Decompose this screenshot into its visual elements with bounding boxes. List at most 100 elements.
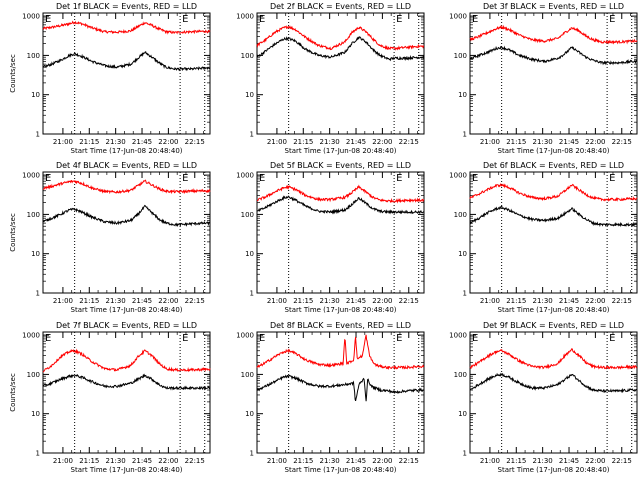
y-tick-label: 10 bbox=[245, 250, 254, 258]
chart-panel: Det 6f BLACK = Events, RED = LLD 1 10 100 10… bbox=[449, 161, 638, 314]
event-marker-label: E bbox=[259, 333, 265, 344]
x-tick-label: 22:00 bbox=[372, 138, 392, 146]
lld-rate-line bbox=[469, 24, 638, 45]
y-tick-label: 10 bbox=[31, 91, 40, 99]
x-tick-label: 22:00 bbox=[585, 457, 605, 465]
lld-rate-line bbox=[469, 182, 638, 202]
x-tick-label: 21:15 bbox=[506, 457, 526, 465]
x-tick-label: 21:15 bbox=[79, 138, 99, 146]
event-marker-label: E bbox=[45, 14, 51, 25]
y-tick-label: 1 bbox=[36, 290, 40, 298]
lld-rate-line bbox=[42, 348, 211, 373]
event-marker-label: E bbox=[259, 14, 265, 25]
chart-title: Det 6f BLACK = Events, RED = LLD bbox=[483, 161, 624, 170]
event-rate-line bbox=[42, 373, 211, 391]
x-tick-label: 22:15 bbox=[185, 138, 205, 146]
x-tick-label: 22:15 bbox=[399, 138, 419, 146]
x-tick-label: 21:15 bbox=[506, 297, 526, 305]
x-axis-label: Start Time (17-Jun-08 20:48:40) bbox=[498, 306, 610, 314]
y-tick-label: 100 bbox=[454, 211, 467, 219]
x-axis-label: Start Time (17-Jun-08 20:48:40) bbox=[71, 306, 183, 314]
x-tick-label: 21:00 bbox=[267, 297, 287, 305]
x-tick-label: 22:00 bbox=[372, 457, 392, 465]
plot-frame bbox=[42, 171, 211, 294]
x-tick-label: 21:45 bbox=[132, 138, 152, 146]
event-marker-label: E bbox=[472, 14, 478, 25]
x-tick-label: 21:00 bbox=[53, 297, 73, 305]
y-axis-label: Counts/sec bbox=[9, 373, 17, 412]
event-marker-label: E bbox=[182, 14, 188, 25]
lld-rate-line bbox=[469, 348, 637, 370]
x-tick-label: 21:00 bbox=[267, 138, 287, 146]
x-tick-label: 21:15 bbox=[293, 457, 313, 465]
y-tick-label: 1 bbox=[250, 131, 254, 139]
x-tick-label: 22:00 bbox=[158, 138, 178, 146]
x-tick-label: 21:30 bbox=[106, 138, 126, 146]
lld-rate-line bbox=[256, 334, 425, 371]
lld-rate-line bbox=[42, 179, 211, 195]
chart-title: Det 9f BLACK = Events, RED = LLD bbox=[483, 321, 624, 330]
x-tick-label: 21:00 bbox=[53, 138, 73, 146]
x-tick-label: 21:30 bbox=[533, 297, 553, 305]
y-tick-label: 1 bbox=[36, 131, 40, 139]
y-tick-label: 1000 bbox=[449, 172, 467, 180]
x-tick-label: 21:45 bbox=[346, 457, 366, 465]
event-rate-line bbox=[42, 204, 211, 228]
y-tick-label: 100 bbox=[454, 52, 467, 60]
chart-title: Det 5f BLACK = Events, RED = LLD bbox=[270, 161, 411, 170]
x-axis-label: Start Time (17-Jun-08 20:48:40) bbox=[285, 306, 397, 314]
y-tick-label: 10 bbox=[31, 250, 40, 258]
plot-frame bbox=[42, 331, 211, 454]
y-tick-label: 1000 bbox=[236, 172, 254, 180]
x-tick-label: 22:15 bbox=[612, 457, 632, 465]
x-tick-label: 21:30 bbox=[106, 457, 126, 465]
event-rate-line bbox=[256, 374, 425, 402]
x-tick-label: 21:15 bbox=[293, 138, 313, 146]
plot-frame bbox=[256, 331, 425, 454]
y-tick-label: 100 bbox=[241, 371, 254, 379]
chart-title: Det 8f BLACK = Events, RED = LLD bbox=[270, 321, 411, 330]
x-tick-label: 21:30 bbox=[533, 457, 553, 465]
y-tick-label: 100 bbox=[241, 52, 254, 60]
event-marker-label: E bbox=[45, 333, 51, 344]
x-axis-label: Start Time (17-Jun-08 20:48:40) bbox=[71, 147, 183, 155]
event-marker-label: E bbox=[396, 14, 402, 25]
x-tick-label: 21:45 bbox=[559, 138, 579, 146]
x-tick-label: 21:30 bbox=[320, 297, 340, 305]
chart-panel: Det 9f BLACK = Events, RED = LLD 1 10 100 10… bbox=[449, 321, 638, 474]
event-marker-label: E bbox=[396, 173, 402, 184]
y-tick-label: 1000 bbox=[22, 13, 40, 21]
y-tick-label: 1 bbox=[463, 131, 467, 139]
event-marker-label: E bbox=[182, 173, 188, 184]
x-tick-label: 21:45 bbox=[132, 297, 152, 305]
x-tick-label: 22:00 bbox=[158, 297, 178, 305]
x-tick-label: 21:15 bbox=[506, 138, 526, 146]
x-tick-label: 22:15 bbox=[185, 457, 205, 465]
event-marker-label: E bbox=[472, 333, 478, 344]
event-rate-line bbox=[469, 45, 638, 66]
y-tick-label: 1 bbox=[250, 450, 254, 458]
plot-frame bbox=[469, 171, 638, 294]
x-tick-label: 21:15 bbox=[293, 297, 313, 305]
y-tick-label: 100 bbox=[27, 52, 40, 60]
x-tick-label: 21:45 bbox=[346, 138, 366, 146]
chart-title: Det 3f BLACK = Events, RED = LLD bbox=[483, 2, 624, 11]
chart-panel: Det 5f BLACK = Events, RED = LLD 1 10 100 10… bbox=[236, 161, 425, 314]
event-marker-label: E bbox=[396, 333, 402, 344]
x-tick-label: 22:15 bbox=[399, 297, 419, 305]
x-tick-label: 22:00 bbox=[372, 297, 392, 305]
chart-title: Det 7f BLACK = Events, RED = LLD bbox=[56, 321, 197, 330]
y-tick-label: 10 bbox=[458, 91, 467, 99]
event-marker-label: E bbox=[472, 173, 478, 184]
y-tick-label: 1 bbox=[36, 450, 40, 458]
y-tick-label: 1000 bbox=[236, 332, 254, 340]
event-marker-label: E bbox=[259, 173, 265, 184]
y-tick-label: 1 bbox=[250, 290, 254, 298]
plot-frame bbox=[42, 12, 211, 135]
event-rate-line bbox=[43, 51, 211, 72]
y-tick-label: 1 bbox=[463, 290, 467, 298]
chart-panel: Det 8f BLACK = Events, RED = LLD 1 10 100 10… bbox=[236, 321, 425, 474]
chart-title: Det 2f BLACK = Events, RED = LLD bbox=[270, 2, 411, 11]
x-axis-label: Start Time (17-Jun-08 20:48:40) bbox=[71, 466, 183, 474]
